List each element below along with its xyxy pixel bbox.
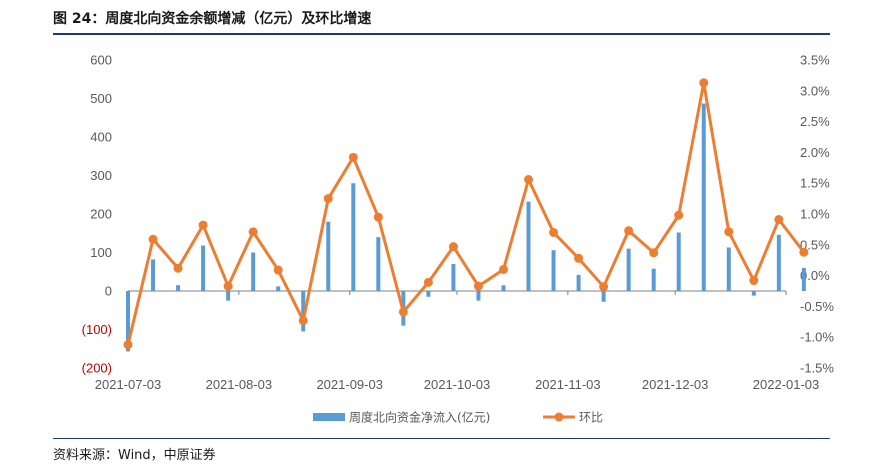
bar	[526, 201, 531, 291]
line-point	[248, 227, 258, 237]
bar	[476, 291, 481, 301]
legend-line-marker	[554, 412, 564, 422]
y-right-tick-label: 1.5%	[800, 176, 830, 191]
line-point	[649, 248, 659, 258]
bar	[176, 285, 181, 291]
line-point	[198, 220, 208, 230]
bar	[801, 267, 806, 291]
y-left-tick-label: 200	[90, 207, 112, 222]
bar	[451, 264, 456, 291]
line-point	[373, 212, 383, 222]
line-point	[699, 78, 709, 88]
y-right-tick-label: 2.0%	[800, 145, 830, 160]
y-left-tick-label: (100)	[82, 322, 112, 337]
legend-bar-swatch	[313, 413, 345, 421]
x-tick-label: 2021-08-03	[206, 377, 273, 392]
line-point	[273, 265, 283, 275]
bar	[126, 291, 130, 352]
x-tick-label: 2021-10-03	[424, 377, 491, 392]
bar	[351, 183, 356, 291]
line-point	[749, 276, 759, 286]
bar	[576, 274, 581, 291]
y-left-tick-label: (200)	[82, 361, 112, 376]
bar	[301, 291, 306, 332]
x-tick-label: 2021-09-03	[316, 377, 383, 392]
bar	[151, 259, 156, 291]
x-tick-label: 2021-11-03	[535, 377, 601, 392]
source-note: 资料来源：Wind，中原证券	[53, 448, 216, 463]
legend-label: 环比	[579, 411, 603, 425]
bar	[276, 286, 281, 291]
line-point	[298, 316, 308, 326]
bar	[201, 245, 206, 291]
line-point	[498, 264, 508, 274]
bar	[376, 237, 381, 291]
y-right-tick-label: -0.5%	[800, 299, 834, 314]
x-tick-label: 2022-01-03	[753, 377, 820, 392]
bar	[251, 252, 256, 291]
line-point	[774, 215, 784, 225]
line-point	[423, 277, 433, 287]
line-point	[148, 234, 158, 244]
y-right-tick-label: 1.0%	[800, 207, 830, 222]
bar	[651, 268, 656, 291]
title-divider	[53, 33, 830, 35]
line-point	[448, 242, 458, 252]
bar	[626, 248, 631, 291]
line-point	[348, 152, 358, 162]
bar	[751, 291, 756, 296]
y-left-tick-label: 0	[105, 284, 112, 299]
bar	[676, 232, 681, 291]
line-point	[223, 281, 233, 291]
line-point	[123, 340, 133, 350]
line-point	[398, 307, 408, 317]
bar	[226, 291, 231, 301]
y-left-tick-label: 300	[90, 168, 112, 183]
y-left-tick-label: 400	[90, 130, 112, 145]
x-tick-label: 2021-12-03	[642, 377, 709, 392]
bar	[326, 221, 331, 291]
y-right-tick-label: -1.0%	[800, 330, 834, 345]
y-left-tick-label: 100	[90, 245, 112, 260]
y-right-tick-label: -1.5%	[800, 361, 834, 376]
bar	[501, 285, 506, 291]
bar	[426, 291, 431, 297]
legend-label: 周度北向资金净流入(亿元)	[349, 410, 490, 425]
line-point	[173, 263, 183, 273]
y-left-tick-label: 500	[90, 91, 112, 106]
bar	[726, 247, 731, 291]
line-point	[323, 194, 333, 204]
bar	[551, 250, 556, 291]
footer-divider	[53, 438, 830, 439]
y-right-tick-label: 2.5%	[800, 114, 830, 129]
chart-title: 图 24：周度北向资金余额增减（亿元）及环比增速	[53, 11, 372, 27]
line-point	[549, 227, 559, 237]
y-right-tick-label: 0.0%	[800, 268, 830, 283]
y-right-tick-label: 3.5%	[800, 53, 830, 68]
bar	[776, 234, 781, 291]
line-point	[574, 253, 584, 263]
line-point	[599, 282, 609, 292]
line-point	[799, 247, 809, 257]
line-point	[524, 175, 534, 185]
bar	[601, 291, 606, 302]
line-point	[674, 210, 684, 220]
x-tick-label: 2021-07-03	[95, 377, 162, 392]
line-point	[473, 281, 483, 291]
y-right-tick-label: 3.0%	[800, 83, 830, 98]
line-point	[624, 226, 634, 236]
line-point	[724, 227, 734, 237]
y-left-tick-label: 600	[90, 53, 112, 68]
bar	[701, 103, 706, 291]
y-right-tick-label: 0.5%	[800, 237, 830, 252]
line-series	[126, 81, 806, 345]
